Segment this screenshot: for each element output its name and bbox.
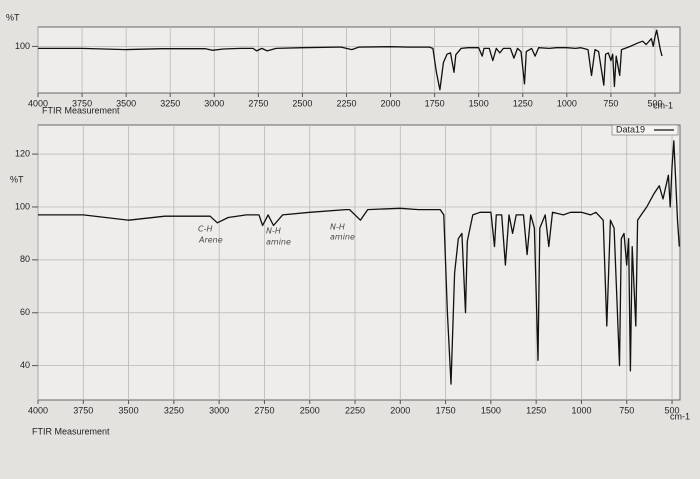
annotation: amine [330,233,355,242]
x-tick-label: 2500 [292,98,312,108]
y-tick-label: 60 [20,307,30,317]
x-tick-label: 1250 [513,98,533,108]
annotation: N-H [266,227,281,236]
x-axis-label: FTIR Measurement [42,105,120,115]
plot-frame [37,124,681,401]
y-tick-label: 120 [15,148,30,158]
plot-frame [37,26,681,94]
x-tick-label: 3000 [204,98,224,108]
x-tick-label: 1500 [481,405,501,415]
y-axis-label: %T [10,174,24,184]
x-tick-label: 2250 [345,405,365,415]
annotation: N-H [330,223,345,232]
x-tick-label: 2250 [336,98,356,108]
y-axis-label: %T [6,12,20,22]
y-tick-label: 100 [15,41,30,51]
annotation: Arene [198,236,223,245]
x-tick-label: 750 [603,98,618,108]
x-tick-label: 1750 [425,98,445,108]
x-tick-label: 4000 [28,98,48,108]
x-tick-label: 3250 [164,405,184,415]
x-tick-label: 2000 [390,405,410,415]
x-tick-label: 2750 [248,98,268,108]
x-tick-label: 2500 [300,405,320,415]
x-tick-label: 3750 [72,98,92,108]
x-unit: cm-1 [670,411,690,421]
x-tick-label: 500 [647,98,662,108]
x-tick-label: 750 [619,405,634,415]
x-tick-label: 1000 [571,405,591,415]
x-tick-label: 1000 [557,98,577,108]
annotation: C-H [198,225,213,234]
x-tick-label: 1250 [526,405,546,415]
y-tick-label: 100 [15,201,30,211]
spectrum-line [38,29,663,91]
x-tick-label: 3500 [116,98,136,108]
x-axis-label: FTIR Measurement [32,426,110,436]
x-tick-label: 1500 [469,98,489,108]
x-tick-label: 3750 [73,405,93,415]
x-tick-label: 1750 [436,405,456,415]
y-tick-label: 40 [20,360,30,370]
x-tick-label: 3250 [160,98,180,108]
annotation: amine [266,238,291,247]
x-tick-label: 2000 [381,98,401,108]
spectrum-line [38,140,680,385]
x-tick-label: 4000 [28,405,48,415]
y-tick-label: 80 [20,254,30,264]
x-tick-label: 3000 [209,405,229,415]
x-unit: cm-1 [653,100,673,110]
x-tick-label: 2750 [254,405,274,415]
x-tick-label: 500 [665,405,680,415]
legend-box [611,124,679,136]
x-tick-label: 3500 [119,405,139,415]
legend-label: Data19 [616,124,645,134]
